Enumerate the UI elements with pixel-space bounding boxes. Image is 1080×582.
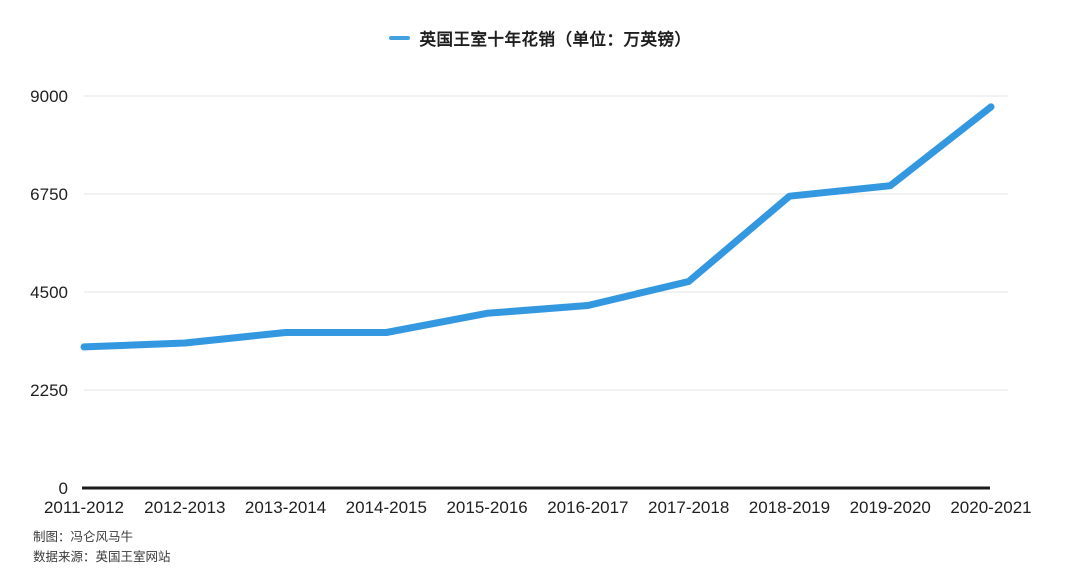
footer-source: 数据来源：英国王室网站 [33, 550, 171, 564]
x-axis-tick-label: 2015-2016 [446, 498, 527, 517]
footer-credit: 制图：冯仑风马牛 [33, 530, 134, 544]
x-axis-tick-label: 2018-2019 [749, 498, 830, 517]
chart-footer: 制图：冯仑风马牛 数据来源：英国王室网站 [33, 527, 171, 567]
y-axis-tick-label: 4500 [30, 283, 68, 302]
x-axis-tick-label: 2016-2017 [547, 498, 628, 517]
legend-line-marker-icon [388, 36, 410, 40]
y-axis-tick-label: 9000 [30, 87, 68, 106]
spending-line-series [80, 103, 995, 351]
y-axis-tick-label: 6750 [30, 185, 68, 204]
y-axis-tick-label: 0 [59, 479, 68, 498]
x-axis-tick-label: 2011-2012 [44, 498, 124, 517]
x-axis-tick-label: 2017-2018 [648, 498, 729, 517]
x-axis-tick-label: 2012-2013 [144, 498, 225, 517]
x-axis-tick-label: 2020-2021 [950, 498, 1031, 517]
chart-legend[interactable]: 英国王室十年花销（单位：万英镑） [0, 26, 1080, 50]
x-axis-tick-label: 2013-2014 [245, 498, 326, 517]
x-axis-tick-label: 2014-2015 [346, 498, 427, 517]
legend-label: 英国王室十年花销（单位：万英镑） [419, 31, 692, 49]
x-axis-tick-label: 2019-2020 [850, 498, 931, 517]
y-axis-tick-label: 2250 [30, 381, 68, 400]
